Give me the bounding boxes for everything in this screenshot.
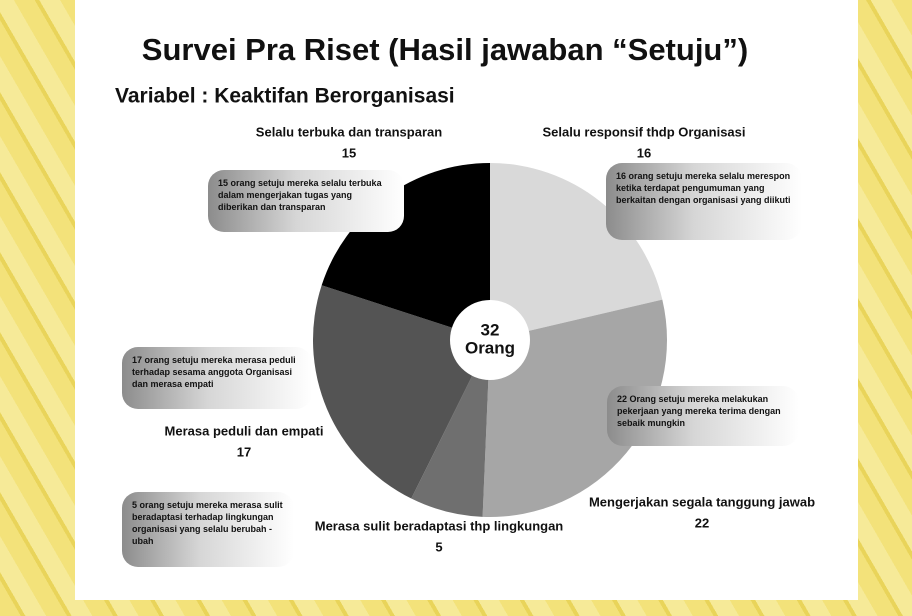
pie-slice: [312, 285, 490, 499]
chart-subtitle: Variabel : Keaktifan Berorganisasi: [115, 85, 455, 108]
chart-title: Survei Pra Riset (Hasil jawaban “Setuju”…: [142, 32, 748, 67]
category-label: Selalu responsif thdp Organisasi: [543, 124, 746, 139]
category-label: Mengerjakan segala tanggung jawab: [589, 494, 815, 509]
pie-slice: [321, 163, 490, 340]
category-label: Selalu terbuka dan transparan: [256, 124, 442, 139]
value-label: 5: [435, 539, 442, 554]
pie-slice: [482, 299, 667, 517]
category-label: Merasa peduli dan empati: [165, 423, 324, 438]
callout: 5 orang setuju mereka merasa sulit berad…: [122, 492, 294, 567]
center-hole: [450, 300, 530, 380]
value-label: 17: [237, 444, 251, 459]
pie-slice: [490, 163, 663, 340]
center-unit: Orang: [465, 338, 515, 357]
value-label: 16: [637, 145, 651, 160]
value-label: 22: [695, 515, 709, 530]
callout: 15 orang setuju mereka selalu terbuka da…: [208, 170, 404, 232]
callout: 17 orang setuju mereka merasa peduli ter…: [122, 347, 312, 409]
center-value: 32: [481, 320, 500, 339]
callout: 22 Orang setuju mereka melakukan pekerja…: [607, 386, 799, 446]
callout: 16 orang setuju mereka selalu merespon k…: [606, 163, 802, 240]
category-label: Merasa sulit beradaptasi thp lingkungan: [315, 518, 564, 533]
pie-slice: [411, 340, 490, 517]
value-label: 15: [342, 145, 356, 160]
